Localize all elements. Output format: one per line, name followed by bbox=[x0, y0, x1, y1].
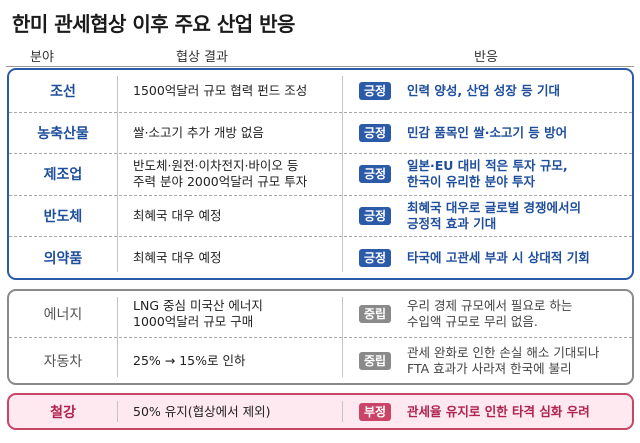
sentiment-badge: 긍정 bbox=[358, 248, 392, 267]
badge-cell: 긍정 bbox=[354, 154, 396, 195]
reaction-line: 타국에 고관세 부과 시 상대적 기회 bbox=[407, 249, 590, 265]
header-divider bbox=[6, 66, 634, 67]
result-line: 1000억달러 규모 구매 bbox=[133, 314, 254, 329]
reaction-text: 우리 경제 규모에서 필요로 하는 수입액 규모로 무리 없음. bbox=[407, 291, 629, 337]
reaction-line: 민감 품목인 쌀·소고기 등 방어 bbox=[407, 124, 568, 140]
result-line: 최혜국 대우 예정 bbox=[133, 249, 222, 265]
sentiment-badge: 긍정 bbox=[358, 165, 392, 184]
negative-group: 철강 50% 유지(협상에서 제외) 부정 관세율 유지로 인한 타격 심화 우려 bbox=[7, 393, 634, 430]
sentiment-badge: 중립 bbox=[358, 305, 392, 323]
badge-cell: 긍정 bbox=[354, 237, 396, 278]
sector-label: 농축산물 bbox=[37, 125, 89, 142]
header-sector: 분야 bbox=[30, 50, 54, 65]
result-text: 1500억달러 규모 협력 펀드 조성 bbox=[133, 70, 339, 112]
result-text: 최혜국 대우 예정 bbox=[133, 237, 339, 278]
reaction-line: 최혜국 대우로 글로벌 경쟁에서의 bbox=[407, 200, 582, 216]
reaction-line: 관세율 유지로 인한 타격 심화 우려 bbox=[407, 403, 590, 419]
result-line: LNG 중심 미국산 에너지 bbox=[133, 298, 263, 313]
result-text: LNG 중심 미국산 에너지 1000억달러 규모 구매 bbox=[133, 291, 339, 337]
result-line: 1500억달러 규모 협력 펀드 조성 bbox=[133, 82, 308, 98]
result-text: 50% 유지(협상에서 제외) bbox=[133, 395, 339, 428]
table-row: 의약품 최혜국 대우 예정 긍정 타국에 고관세 부과 시 상대적 기회 bbox=[9, 236, 632, 278]
result-text: 쌀·소고기 추가 개방 없음 bbox=[133, 113, 339, 154]
result-text: 최혜국 대우 예정 bbox=[133, 196, 339, 237]
sentiment-badge: 긍정 bbox=[358, 81, 392, 100]
sector-label: 자동차 bbox=[43, 353, 83, 370]
reaction-text: 민감 품목인 쌀·소고기 등 방어 bbox=[407, 113, 629, 154]
reaction-line: FTA 효과가 사라져 한국에 불리 bbox=[407, 360, 572, 376]
reaction-line: 인력 양성, 산업 성장 등 기대 bbox=[407, 82, 561, 98]
sector-label: 철강 bbox=[50, 404, 76, 421]
sentiment-badge: 중립 bbox=[358, 351, 392, 370]
page-title: 한미 관세협상 이후 주요 산업 반응 bbox=[12, 12, 295, 36]
sector-label: 조선 bbox=[50, 83, 76, 100]
table-row: 농축산물 쌀·소고기 추가 개방 없음 긍정 민감 품목인 쌀·소고기 등 방어 bbox=[9, 111, 632, 154]
reaction-text: 타국에 고관세 부과 시 상대적 기회 bbox=[407, 237, 629, 278]
sector-label: 반도체 bbox=[43, 209, 83, 226]
reaction-line: 수입액 규모로 무리 없음. bbox=[407, 314, 538, 329]
sentiment-badge: 긍정 bbox=[358, 123, 392, 142]
table-row: 조선 1500억달러 규모 협력 펀드 조성 긍정 인력 양성, 산업 성장 등 기대 bbox=[9, 70, 632, 112]
positive-group: 조선 1500억달러 규모 협력 펀드 조성 긍정 인력 양성, 산업 성장 등 기대… bbox=[7, 68, 634, 280]
sector-label: 제조업 bbox=[43, 167, 83, 184]
sector-label: 의약품 bbox=[43, 250, 83, 267]
table-row: 제조업 반도체·원전·이차전지·바이오 등 주력 분야 2000억달러 규모 투자 긍… bbox=[9, 153, 632, 195]
result-line: 50% 유지(협상에서 제외) bbox=[133, 403, 271, 419]
sentiment-badge: 긍정 bbox=[358, 207, 392, 226]
badge-cell: 긍정 bbox=[354, 70, 396, 112]
result-text: 반도체·원전·이차전지·바이오 등 주력 분야 2000억달러 규모 투자 bbox=[133, 154, 339, 195]
badge-cell: 중립 bbox=[354, 338, 396, 383]
reaction-text: 관세 완화로 인한 손실 해소 기대되나 FTA 효과가 사라져 한국에 불리 bbox=[407, 338, 629, 383]
table-row: 철강 50% 유지(협상에서 제외) 부정 관세율 유지로 인한 타격 심화 우려 bbox=[9, 395, 632, 428]
column-divider bbox=[342, 297, 343, 377]
table-row: 에너지 LNG 중심 미국산 에너지 1000억달러 규모 구매 중립 우리 경제 규모… bbox=[9, 291, 632, 337]
sentiment-badge: 부정 bbox=[358, 402, 392, 421]
column-divider bbox=[342, 401, 343, 422]
result-line: 쌀·소고기 추가 개방 없음 bbox=[133, 124, 264, 140]
column-divider bbox=[117, 76, 118, 272]
reaction-text: 인력 양성, 산업 성장 등 기대 bbox=[407, 70, 629, 112]
reaction-line: 긍정적 효과 기대 bbox=[407, 216, 497, 232]
header-reaction: 반응 bbox=[474, 50, 498, 65]
column-divider bbox=[117, 297, 118, 377]
reaction-text: 관세율 유지로 인한 타격 심화 우려 bbox=[407, 395, 629, 428]
result-text: 25% → 15%로 인하 bbox=[133, 338, 339, 383]
reaction-line: 관세 완화로 인한 손실 해소 기대되나 bbox=[407, 344, 600, 360]
result-line: 최혜국 대우 예정 bbox=[133, 208, 222, 224]
table-row: 자동차 25% → 15%로 인하 중립 관세 완화로 인한 손실 해소 기대되나 FT… bbox=[9, 337, 632, 383]
badge-cell: 부정 bbox=[354, 395, 396, 428]
header-result: 협상 결과 bbox=[176, 50, 228, 65]
badge-cell: 긍정 bbox=[354, 113, 396, 154]
badge-cell: 긍정 bbox=[354, 196, 396, 237]
sector-label: 에너지 bbox=[43, 307, 83, 323]
reaction-line: 한국이 유리한 분야 투자 bbox=[407, 174, 536, 190]
column-divider bbox=[342, 76, 343, 272]
reaction-text: 일본·EU 대비 적은 투자 규모, 한국이 유리한 분야 투자 bbox=[407, 154, 629, 195]
badge-cell: 중립 bbox=[354, 291, 396, 337]
result-line: 25% → 15%로 인하 bbox=[133, 352, 246, 368]
table-row: 반도체 최혜국 대우 예정 긍정 최혜국 대우로 글로벌 경쟁에서의 긍정적 효과 기대 bbox=[9, 194, 632, 237]
result-line: 주력 분야 2000억달러 규모 투자 bbox=[133, 174, 308, 190]
reaction-line: 일본·EU 대비 적은 투자 규모, bbox=[407, 158, 568, 174]
column-divider bbox=[117, 401, 118, 422]
reaction-text: 최혜국 대우로 글로벌 경쟁에서의 긍정적 효과 기대 bbox=[407, 196, 629, 237]
reaction-line: 우리 경제 규모에서 필요로 하는 bbox=[407, 298, 573, 313]
neutral-group: 에너지 LNG 중심 미국산 에너지 1000억달러 규모 구매 중립 우리 경제 규모… bbox=[7, 289, 634, 385]
result-line: 반도체·원전·이차전지·바이오 등 bbox=[133, 158, 299, 174]
